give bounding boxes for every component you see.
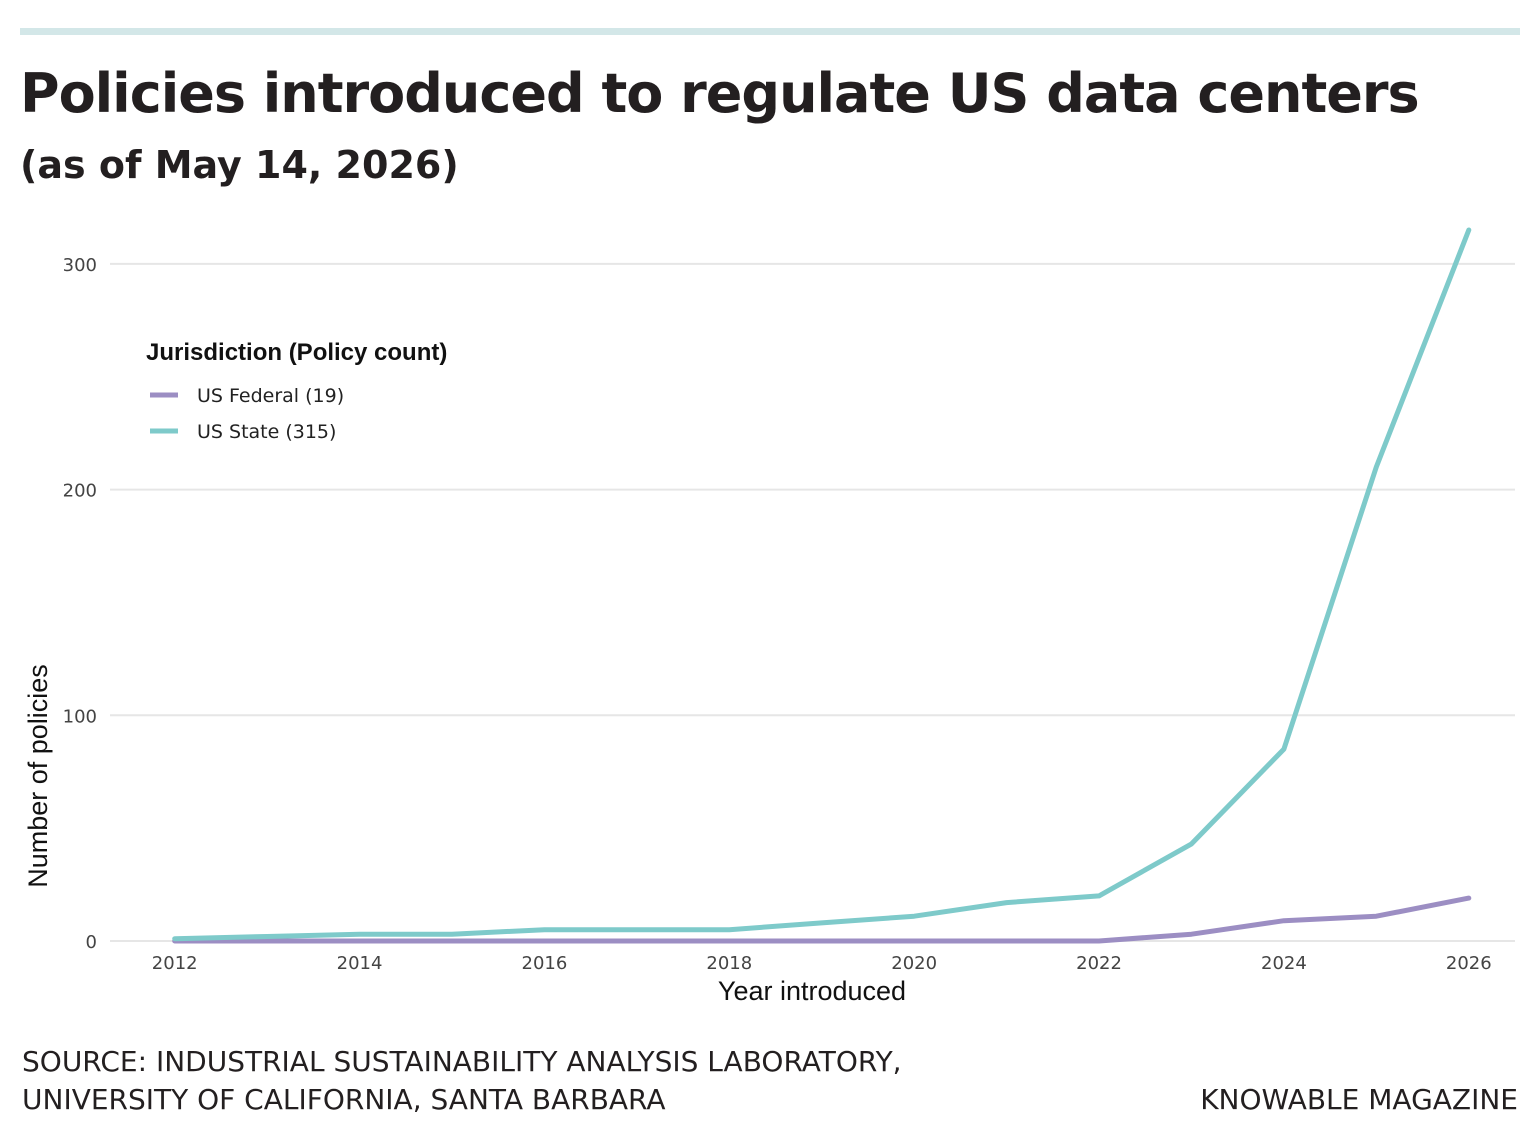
y-tick-label: 100	[63, 706, 97, 727]
y-tick-label: 200	[63, 481, 97, 502]
source-note: SOURCE: INDUSTRIAL SUSTAINABILITY ANALYS…	[22, 1043, 902, 1119]
series-line-us-federal	[172, 895, 1472, 944]
x-tick-label: 2012	[152, 953, 198, 974]
y-axis-ticks: 0 100 200 300	[63, 255, 97, 953]
x-tick-label: 2024	[1261, 953, 1307, 974]
legend-items: US Federal (19) US State (315)	[150, 385, 344, 443]
x-tick-label: 2014	[337, 953, 383, 974]
legend-title: Jurisdiction (Policy count)	[146, 339, 447, 366]
x-axis-label: Year introduced	[718, 976, 906, 1006]
series-line-us-state	[172, 227, 1472, 942]
x-axis-ticks: 2012 2014 2016 2018 2020 2022 2024 2026	[152, 953, 1492, 974]
x-tick-label: 2026	[1446, 953, 1492, 974]
x-tick-label: 2018	[706, 953, 752, 974]
chart-subtitle: (as of May 14, 2026)	[20, 143, 459, 187]
series-lines	[172, 227, 1472, 944]
legend: Jurisdiction (Policy count) US Federal (…	[146, 339, 447, 443]
x-tick-label: 2022	[1076, 953, 1122, 974]
source-line-1: SOURCE: INDUSTRIAL SUSTAINABILITY ANALYS…	[22, 1045, 902, 1078]
top-rule	[20, 28, 1520, 35]
x-tick-label: 2020	[891, 953, 937, 974]
source-line-2: UNIVERSITY OF CALIFORNIA, SANTA BARBARA	[22, 1083, 666, 1116]
y-axis-label: Number of policies	[23, 664, 53, 888]
legend-label: US Federal (19)	[197, 385, 344, 407]
publisher-credit: KNOWABLE MAGAZINE	[1200, 1083, 1518, 1116]
x-tick-label: 2016	[522, 953, 568, 974]
y-tick-label: 300	[63, 255, 97, 276]
y-tick-label: 0	[86, 932, 97, 953]
legend-label: US State (315)	[197, 421, 336, 443]
chart-title: Policies introduced to regulate US data …	[20, 62, 1420, 125]
